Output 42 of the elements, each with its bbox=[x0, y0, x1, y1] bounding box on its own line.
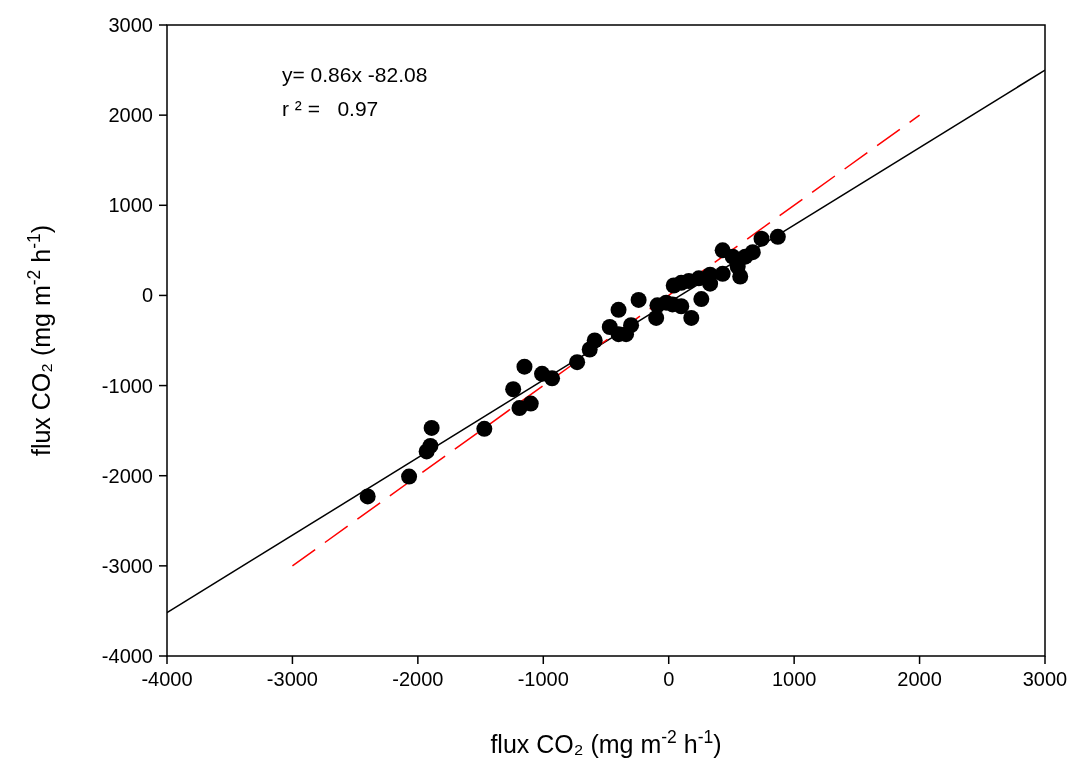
x-tick-label: 0 bbox=[663, 668, 675, 690]
point bbox=[744, 244, 761, 261]
x-tick-label: 2000 bbox=[897, 668, 942, 690]
point bbox=[505, 381, 522, 398]
point bbox=[693, 291, 710, 308]
y-tick-label: 1000 bbox=[108, 194, 153, 217]
point bbox=[422, 437, 439, 454]
x-tick-label: 1000 bbox=[771, 668, 817, 690]
point bbox=[569, 354, 586, 371]
y-tick-label: -2000 bbox=[101, 464, 153, 487]
point bbox=[423, 419, 440, 436]
point bbox=[732, 268, 749, 285]
point bbox=[630, 291, 647, 308]
point bbox=[359, 488, 376, 505]
annotation: r ² = 0.97 bbox=[282, 97, 379, 120]
point bbox=[673, 298, 690, 315]
point bbox=[544, 370, 561, 387]
point bbox=[623, 317, 640, 334]
point bbox=[516, 358, 533, 375]
point bbox=[522, 395, 539, 412]
x-axis-title: flux CO₂ (mg m$^{-2}$ h$^{-1}$) bbox=[490, 727, 722, 758]
point bbox=[683, 309, 700, 326]
annotation: y= 0.86x -82.08 bbox=[282, 63, 428, 86]
y-tick-label: 3000 bbox=[108, 14, 153, 36]
x-tick-label: -4000 bbox=[141, 668, 193, 690]
y-tick-label: 2000 bbox=[108, 104, 153, 127]
point bbox=[714, 265, 731, 282]
y-tick-label: 0 bbox=[141, 284, 153, 307]
point bbox=[610, 301, 627, 318]
point bbox=[476, 420, 493, 437]
y-tick-label: -4000 bbox=[101, 645, 153, 667]
x-tick-label: -1000 bbox=[517, 668, 569, 690]
x-tick-label: 3000 bbox=[1022, 668, 1068, 690]
point bbox=[769, 228, 786, 245]
x-tick-label: -3000 bbox=[266, 668, 319, 690]
point bbox=[753, 230, 770, 247]
point bbox=[401, 468, 418, 485]
y-tick-label: -3000 bbox=[101, 554, 153, 577]
point bbox=[648, 309, 665, 326]
y-tick-label: -1000 bbox=[101, 374, 153, 397]
point bbox=[586, 332, 603, 349]
x-tick-label: -2000 bbox=[392, 668, 444, 690]
